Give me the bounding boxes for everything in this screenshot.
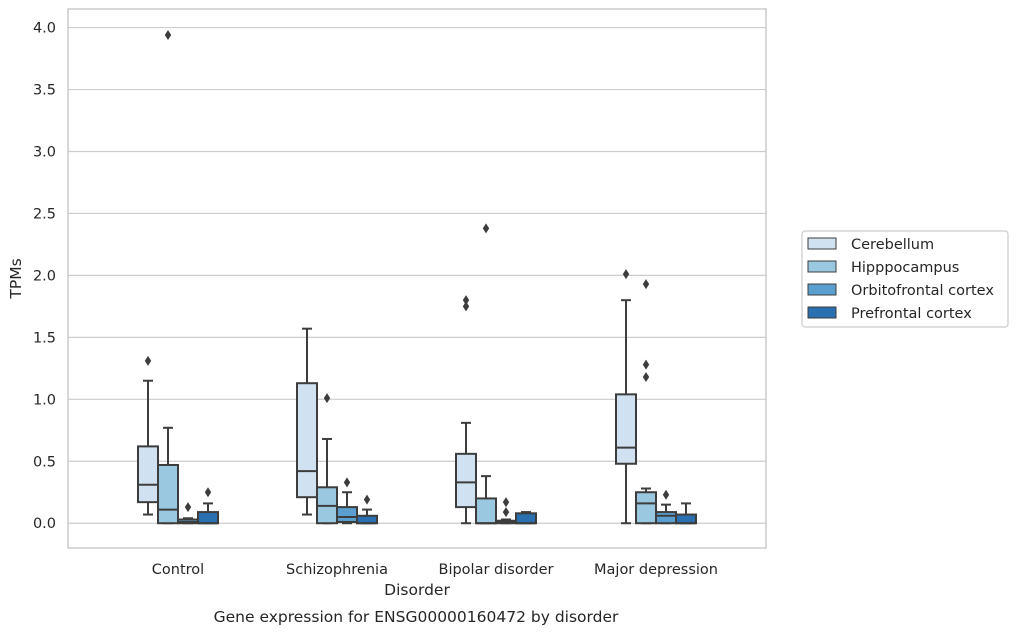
legend-swatch: [807, 237, 837, 250]
box-hipppocampus: [316, 393, 338, 525]
x-tick-label: Major depression: [594, 562, 718, 578]
plot-frame: [67, 8, 767, 549]
legend-swatch: [807, 260, 837, 273]
y-tick-label: 3.5: [33, 83, 56, 99]
box-hipppocampus: [635, 279, 657, 525]
legend-item: Cerebellum: [807, 237, 934, 253]
y-tick-label: 2.5: [33, 206, 56, 222]
y-tick-labels: 0.0 0.5 1.0 1.5 2.0 2.5 3.0 3.5 4.0: [33, 21, 56, 533]
box-body: [157, 463, 179, 525]
y-tick-label: 2.0: [33, 268, 56, 284]
box-body: [615, 393, 637, 465]
outlier-point: [144, 355, 152, 366]
legend: Cerebellum Hipppocampus Orbitofrontal cort…: [801, 230, 1009, 328]
outlier-point: [642, 359, 650, 370]
box-orbitofrontal-cortex: [655, 489, 677, 525]
y-tick-label: 1.5: [33, 330, 56, 346]
outlier-point: [462, 295, 470, 306]
box-prefrontal-cortex: [515, 511, 537, 525]
box-orbitofrontal-cortex: [177, 502, 199, 525]
box-hipppocampus: [157, 30, 179, 525]
x-tick-labels: Control Schizophrenia Bipolar disorder Majo…: [152, 562, 718, 578]
y-tick-label: 1.0: [33, 392, 56, 408]
box-body: [455, 452, 477, 509]
x-axis-label: Disorder: [384, 581, 450, 599]
box-prefrontal-cortex: [197, 487, 219, 525]
x-tick-label: Schizophrenia: [286, 562, 388, 578]
box-body: [475, 497, 497, 525]
legend-frame: [801, 230, 1009, 328]
box-orbitofrontal-cortex: [495, 497, 517, 525]
y-tick-label: 0.5: [33, 454, 56, 470]
box-orbitofrontal-cortex: [336, 477, 358, 525]
box-hipppocampus: [475, 223, 497, 525]
outlier-point: [343, 477, 351, 488]
box-cerebellum: [296, 327, 318, 516]
box-body: [655, 511, 677, 525]
chart-caption: Gene expression for ENSG00000160472 by d…: [214, 608, 619, 626]
box-cerebellum: [455, 295, 477, 525]
y-tick-label: 3.0: [33, 144, 56, 160]
outlier-point: [662, 489, 670, 500]
outlier-point: [482, 223, 490, 234]
outlier-point: [184, 502, 192, 513]
box-body: [336, 506, 358, 523]
box-prefrontal-cortex: [675, 502, 697, 525]
legend-swatch: [807, 283, 837, 296]
y-tick-label: 4.0: [33, 21, 56, 37]
box-body: [515, 512, 537, 525]
box-cerebellum: [137, 355, 159, 516]
outlier-point: [164, 30, 172, 41]
outlier-point: [462, 301, 470, 312]
box-body: [635, 491, 657, 525]
outlier-point: [642, 372, 650, 383]
box-body: [675, 513, 697, 525]
legend-item: Orbitofrontal cortex: [807, 283, 994, 299]
outlier-point: [642, 279, 650, 290]
box-cerebellum: [615, 269, 637, 525]
outlier-point: [502, 507, 510, 518]
outlier-point: [323, 393, 331, 404]
box-body: [197, 511, 219, 525]
legend-label: Orbitofrontal cortex: [851, 283, 994, 299]
y-tick-label: 0.0: [33, 516, 56, 532]
legend-label: Cerebellum: [851, 237, 934, 253]
x-tick-label: Bipolar disorder: [439, 562, 554, 578]
legend-label: Hipppocampus: [851, 260, 959, 276]
legend-item: Hipppocampus: [807, 260, 959, 276]
outlier-point: [204, 487, 212, 498]
box-prefrontal-cortex: [356, 494, 378, 525]
gridlines: [68, 26, 766, 524]
legend-item: Prefrontal cortex: [807, 306, 972, 322]
y-axis-label: TPMs: [7, 258, 25, 299]
outlier-point: [363, 494, 371, 505]
outlier-point: [502, 497, 510, 508]
legend-swatch: [807, 306, 837, 319]
box-series: [137, 30, 697, 525]
outlier-point: [622, 269, 630, 280]
box-body: [137, 445, 159, 504]
box-body: [356, 514, 378, 525]
legend-label: Prefrontal cortex: [851, 306, 972, 322]
x-tick-label: Control: [152, 562, 204, 578]
box-body: [296, 382, 318, 499]
